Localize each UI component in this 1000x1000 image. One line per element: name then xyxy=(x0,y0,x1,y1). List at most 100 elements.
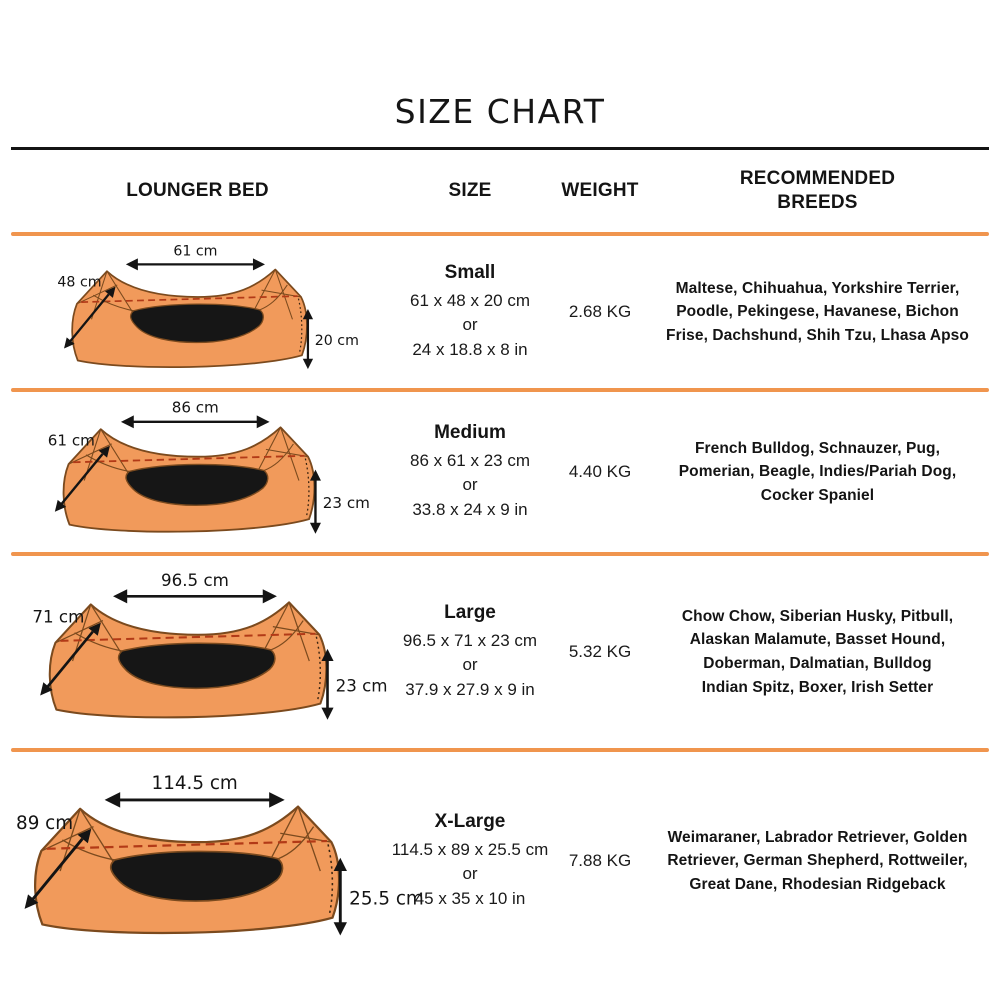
arrow-head-icon xyxy=(125,258,138,271)
recommended-breeds: French Bulldog, Schnauzer, Pug, Pomerian… xyxy=(678,439,957,504)
weight-value: 4.40 KG xyxy=(568,462,632,481)
size-cm: 61 x 48 x 20 cm xyxy=(409,291,530,311)
arrow-head-icon xyxy=(120,415,134,428)
weight-value: 2.68 KG xyxy=(568,302,632,321)
bed-drawing xyxy=(48,601,327,719)
rim-seam xyxy=(263,443,294,471)
lounger-bed-illustration-small: 61 cm 48 cm 20 cm xyxy=(57,244,358,370)
dimension-arrows xyxy=(63,258,313,370)
arrow-head-icon xyxy=(63,337,75,349)
arrow-head-icon xyxy=(262,589,277,604)
size-or: or xyxy=(462,655,478,675)
arrow-head-icon xyxy=(98,445,110,458)
rim-seam xyxy=(73,632,122,652)
bed-drawing xyxy=(62,426,315,533)
bed-illustration-cell: 61 cm 48 cm 20 cm xyxy=(10,236,385,388)
depth-dimension-label: 48 cm xyxy=(57,275,101,291)
header-weight: WEIGHT xyxy=(561,180,639,202)
bed-cushion-opening xyxy=(117,642,276,690)
row-divider xyxy=(11,552,989,556)
rim-seam xyxy=(277,826,314,860)
rim-seam xyxy=(92,295,134,312)
table-row-large: 96.5 cm 71 cm 23 cm Large 96.5 x 71 x 23… xyxy=(0,556,1000,748)
bed-illustration-cell: 114.5 cm 89 cm 25.5 cm xyxy=(10,752,423,970)
red-dashed-seam xyxy=(80,295,298,304)
lounger-bed-illustration-large: 96.5 cm 71 cm 23 cm xyxy=(32,571,387,720)
height-dimension-label: 25.5 cm xyxy=(349,888,424,909)
size-cell: Small 61 x 48 x 20 cm or 24 x 18.8 x 8 i… xyxy=(385,236,555,388)
arrow-head-icon xyxy=(309,469,321,481)
width-dimension-label: 61 cm xyxy=(173,244,217,260)
arrow-head-icon xyxy=(302,359,313,370)
arrow-head-icon xyxy=(320,707,334,720)
size-or: or xyxy=(462,475,478,495)
size-in: 37.9 x 27.9 x 9 in xyxy=(405,679,535,699)
size-cell: X-Large 114.5 x 89 x 25.5 cm or 45 x 35 … xyxy=(385,752,555,970)
header-lounger-bed: LOUNGER BED xyxy=(126,180,269,202)
dimension-arrows xyxy=(24,792,347,936)
depth-arrow xyxy=(44,630,94,690)
width-dimension-label: 86 cm xyxy=(171,398,218,416)
corner-seam xyxy=(89,604,122,654)
arrow-head-icon xyxy=(24,894,38,909)
depth-dimension-label: 89 cm xyxy=(16,813,73,834)
lounger-bed-illustration-x-large: 114.5 cm 89 cm 25.5 cm xyxy=(16,773,423,936)
corner-seam xyxy=(54,620,103,644)
table-row-x-large: 114.5 cm 89 cm 25.5 cm X-Large 114.5 x 8… xyxy=(0,752,1000,1000)
height-dimension-label: 23 cm xyxy=(335,676,387,695)
arrow-head-icon xyxy=(333,922,347,936)
rim-seam xyxy=(270,620,304,651)
size-cell: Large 96.5 x 71 x 23 cm or 37.9 x 27.9 x… xyxy=(385,556,555,748)
height-dimension-label: 23 cm xyxy=(322,494,369,512)
depth-arrow xyxy=(67,294,110,344)
title-divider xyxy=(11,147,989,150)
weight-value: 7.88 KG xyxy=(568,851,632,870)
size-name: X-Large xyxy=(434,811,506,833)
corner-seam xyxy=(106,271,133,314)
dotted-edge-seam xyxy=(297,298,302,355)
corner-seam xyxy=(99,428,129,474)
corner-seam xyxy=(67,443,112,465)
dotted-edge-seam xyxy=(315,636,321,702)
dotted-edge-seam xyxy=(304,458,310,518)
size-in: 45 x 35 x 10 in xyxy=(414,888,526,908)
bed-drawing xyxy=(33,805,340,935)
header-recommended-breeds: RECOMMENDED BREEDS xyxy=(739,168,896,213)
height-dimension-label: 20 cm xyxy=(314,333,358,349)
size-or: or xyxy=(462,315,478,335)
size-name: Large xyxy=(444,602,496,624)
arrow-head-icon xyxy=(268,792,285,808)
size-cm: 86 x 61 x 23 cm xyxy=(409,451,530,471)
size-name: Medium xyxy=(434,422,506,444)
dimension-arrows xyxy=(39,589,334,720)
rim-seam xyxy=(61,839,115,861)
bed-illustration-cell: 86 cm 61 cm 23 cm xyxy=(10,392,385,552)
bed-cushion-opening xyxy=(129,303,264,344)
arrow-head-icon xyxy=(256,415,270,428)
depth-dimension-label: 71 cm xyxy=(32,608,84,627)
corner-seam xyxy=(76,284,117,305)
row-divider xyxy=(11,748,989,752)
size-or: or xyxy=(462,864,478,884)
bed-cushion-opening xyxy=(124,463,268,506)
rim-seam xyxy=(85,454,129,472)
depth-arrow xyxy=(29,837,84,902)
red-dashed-seam xyxy=(72,454,304,463)
arrow-head-icon xyxy=(77,828,91,844)
arrow-head-icon xyxy=(320,648,334,662)
red-dashed-seam xyxy=(46,839,327,850)
arrow-head-icon xyxy=(333,857,347,872)
row-divider xyxy=(11,388,989,392)
arrow-head-icon xyxy=(104,792,120,808)
recommended-breeds: Chow Chow, Siberian Husky, Pitbull, Alas… xyxy=(681,607,954,696)
size-cm: 114.5 x 89 x 25.5 cm xyxy=(391,840,549,860)
bed-drawing xyxy=(70,269,308,369)
size-in: 33.8 x 24 x 9 in xyxy=(412,499,528,519)
size-cell: Medium 86 x 61 x 23 cm or 33.8 x 24 x 9 … xyxy=(385,392,555,552)
arrow-head-icon xyxy=(104,287,116,299)
recommended-breeds: Maltese, Chihuahua, Yorkshire Terrier, P… xyxy=(666,279,969,344)
size-name: Small xyxy=(444,262,496,284)
size-in: 24 x 18.8 x 8 in xyxy=(412,339,528,359)
corner-seam xyxy=(79,808,114,863)
